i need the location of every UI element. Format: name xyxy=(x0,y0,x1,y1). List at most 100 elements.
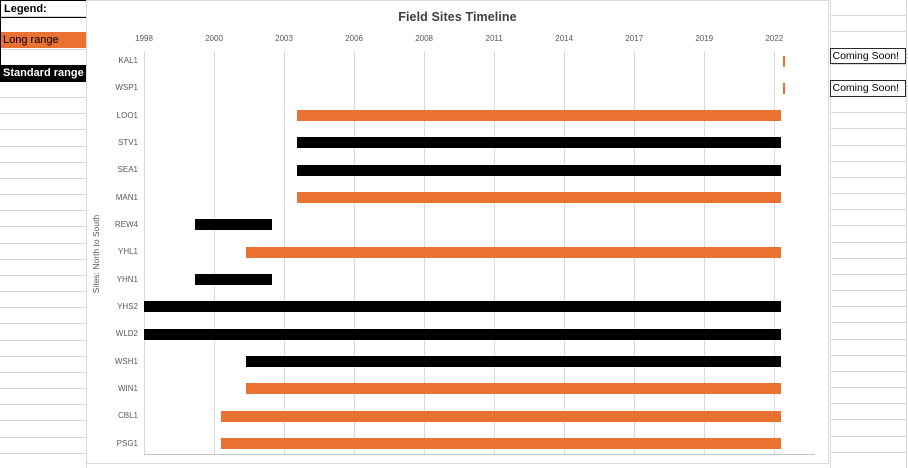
coming-soon-cell[interactable]: Coming Soon! xyxy=(829,48,906,65)
timeline-bar xyxy=(297,137,782,149)
sheet-column-border xyxy=(829,0,831,468)
x-tick-label: 2000 xyxy=(205,34,223,43)
sheet-row-gridline xyxy=(0,323,86,325)
sheet-row-gridline xyxy=(0,16,86,18)
timeline-bar xyxy=(782,55,786,67)
sheet-row-gridline xyxy=(0,339,86,341)
sheet-row-gridline xyxy=(829,128,906,130)
site-label: WIN1 xyxy=(118,383,138,393)
sheet-row-gridline xyxy=(829,338,906,340)
sheet-row-gridline xyxy=(0,113,86,115)
sheet-row-gridline xyxy=(829,322,906,324)
sheet-row-gridline xyxy=(829,435,906,437)
x-axis-line xyxy=(144,453,815,455)
site-label: CBL1 xyxy=(117,411,138,421)
timeline-bar xyxy=(220,410,782,422)
x-tick-label: 1998 xyxy=(135,34,153,43)
sheet-row-gridline xyxy=(0,161,86,163)
timeline-bar xyxy=(195,274,272,286)
timeline-bar xyxy=(297,192,782,204)
sheet-row-gridline xyxy=(0,307,86,309)
timeline-chart[interactable]: Field Sites Timeline Sites: North to Sou… xyxy=(86,0,829,464)
sheet-row-gridline xyxy=(829,387,906,389)
chart-gridline xyxy=(214,51,216,454)
x-tick-label: 2006 xyxy=(345,34,363,43)
legend-title-cell[interactable]: Legend: xyxy=(0,0,90,18)
site-label: WSH1 xyxy=(114,356,138,366)
sheet-row-gridline xyxy=(0,404,86,406)
x-tick-label: 2003 xyxy=(275,34,293,43)
sheet-row-gridline xyxy=(829,419,906,421)
legend-item-long-range[interactable]: Long range xyxy=(0,32,88,48)
site-label: SEA1 xyxy=(117,165,138,175)
legend-item-standard-range[interactable]: Standard range xyxy=(0,65,88,81)
site-label: REW4 xyxy=(114,219,138,229)
sheet-row-gridline xyxy=(829,451,906,453)
site-label: YHN1 xyxy=(116,274,138,284)
sheet-row-gridline xyxy=(0,177,86,179)
chart-gridline xyxy=(144,51,145,454)
timeline-bar xyxy=(246,356,782,368)
x-tick-label: 2022 xyxy=(765,34,784,43)
sheet-row-gridline xyxy=(0,452,86,454)
sheet-row-gridline xyxy=(0,210,86,212)
sheet-row-gridline xyxy=(0,371,86,373)
site-label: YHS2 xyxy=(117,301,138,311)
sheet-row-gridline xyxy=(829,15,906,17)
x-tick-label: 2008 xyxy=(415,34,433,43)
sheet-row-gridline xyxy=(829,257,906,259)
timeline-bar xyxy=(297,110,782,122)
sheet-row-gridline xyxy=(829,225,906,227)
sheet-row-gridline xyxy=(829,354,906,356)
sheet-row-gridline xyxy=(829,144,906,146)
site-label: YHL1 xyxy=(117,247,138,257)
sheet-row-gridline xyxy=(829,176,906,178)
sheet-row-gridline xyxy=(0,226,86,228)
sheet-row-gridline xyxy=(0,48,86,50)
timeline-bar xyxy=(246,246,782,258)
sheet-row-gridline xyxy=(829,273,906,275)
x-tick-label: 2014 xyxy=(555,34,574,43)
sheet-row-gridline xyxy=(0,242,86,244)
sheet-row-gridline xyxy=(0,145,86,147)
sheet-row-gridline xyxy=(829,79,906,81)
sheet-row-gridline xyxy=(829,209,906,211)
timeline-bar xyxy=(220,438,782,450)
chart-title: Field Sites Timeline xyxy=(398,10,517,24)
sheet-row-gridline xyxy=(829,290,906,292)
sheet-row-gridline xyxy=(829,306,906,308)
timeline-bar xyxy=(782,82,786,94)
sheet-row-gridline xyxy=(0,355,86,357)
sheet-row-gridline xyxy=(829,241,906,243)
site-label: KAL1 xyxy=(118,56,138,65)
timeline-bar xyxy=(144,328,782,340)
x-tick-label: 2017 xyxy=(625,34,644,43)
site-label: WSP1 xyxy=(115,83,138,93)
sheet-row-gridline xyxy=(829,370,906,372)
timeline-bar xyxy=(195,219,272,231)
sheet-row-gridline xyxy=(0,388,86,390)
sheet-row-gridline xyxy=(829,193,906,195)
coming-soon-cell[interactable]: Coming Soon! xyxy=(829,80,906,97)
sheet-row-gridline xyxy=(0,97,86,99)
sheet-row-gridline xyxy=(0,258,86,260)
sheet-row-gridline xyxy=(0,194,86,196)
sheet-column-border xyxy=(905,0,907,468)
site-label: LOO1 xyxy=(116,110,138,120)
sheet-row-gridline xyxy=(0,420,86,422)
sheet-row-gridline xyxy=(0,129,86,131)
site-label: STV1 xyxy=(117,137,138,147)
timeline-bar xyxy=(144,301,782,313)
sheet-row-gridline xyxy=(829,112,906,114)
sheet-row-gridline xyxy=(0,436,86,438)
site-label: WLD2 xyxy=(115,329,138,339)
sheet-row-gridline xyxy=(0,291,86,293)
site-label: MAN1 xyxy=(115,192,138,202)
site-label: PSG1 xyxy=(116,438,138,448)
sheet-row-gridline xyxy=(829,403,906,405)
x-tick-label: 2019 xyxy=(695,34,714,43)
x-tick-label: 2011 xyxy=(485,34,503,43)
sheet-row-gridline xyxy=(829,160,906,162)
sheet-row-gridline xyxy=(829,31,906,33)
